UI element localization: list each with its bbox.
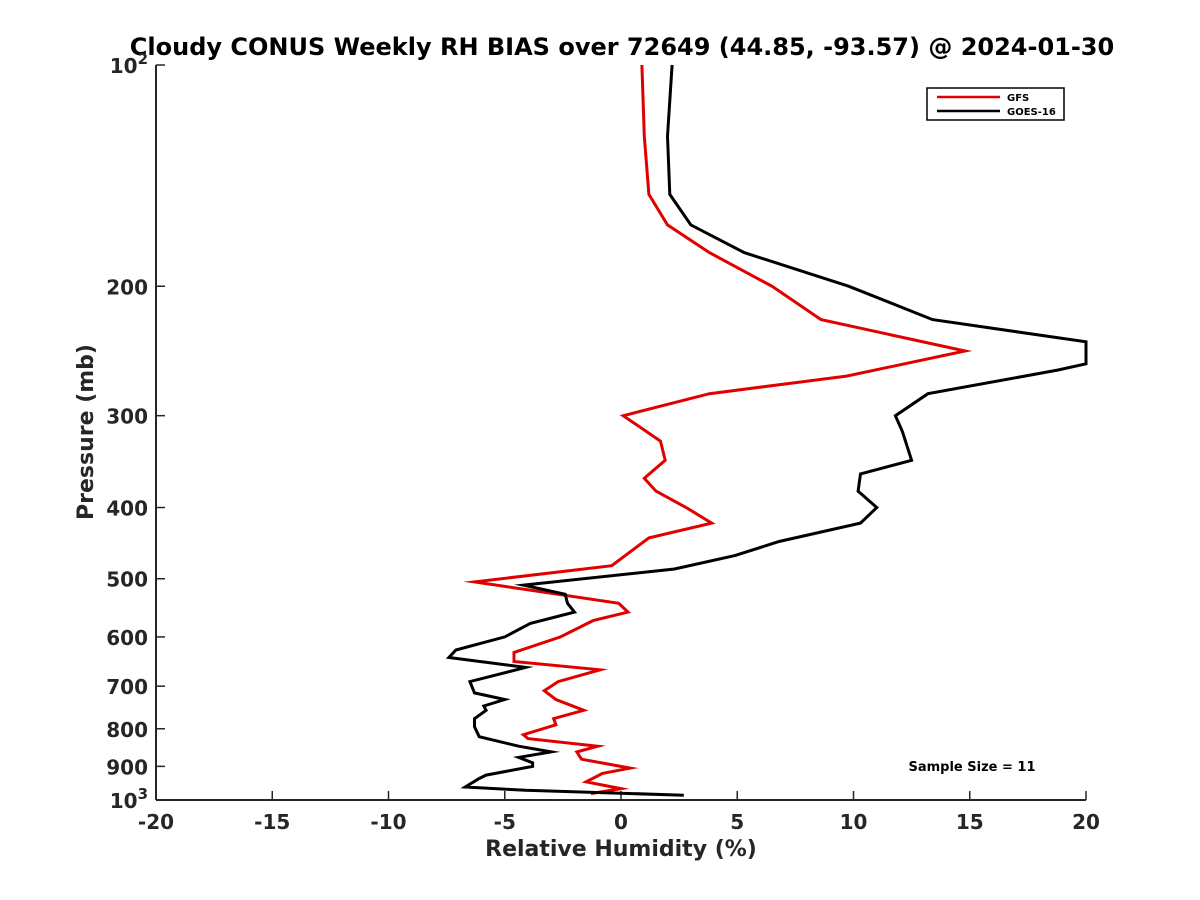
y-tick-label-exponent: 2: [138, 50, 148, 68]
series-line-goes-16: [445, 64, 1088, 797]
y-tick-label-base: 900: [106, 755, 148, 779]
chart-title: Cloudy CONUS Weekly RH BIAS over 72649 (…: [130, 33, 1114, 61]
y-tick-label-base: 200: [106, 275, 148, 299]
series-lines: [445, 64, 1088, 797]
y-tick-label: 700: [106, 675, 148, 699]
x-tick-label: 15: [956, 810, 984, 834]
x-tick-label: -20: [138, 810, 174, 834]
y-tick-label-base: 10: [110, 789, 138, 813]
x-tick-label: -15: [254, 810, 290, 834]
x-tick-label: 10: [840, 810, 868, 834]
y-tick-label-base: 400: [106, 497, 148, 521]
x-tick-label: 0: [614, 810, 628, 834]
y-tick-label: 800: [106, 718, 148, 742]
x-tick-label: -10: [370, 810, 406, 834]
y-tick-label: 900: [106, 755, 148, 779]
y-axis-label: Pressure (mb): [74, 344, 99, 520]
y-tick-label: 500: [106, 568, 148, 592]
x-axis-ticks: -20 -15 -10 -5 0 5 10 15 20: [138, 791, 1100, 834]
y-tick-label: 103: [110, 785, 148, 813]
y-tick-label: 400: [106, 497, 148, 521]
x-axis-label: Relative Humidity (%): [485, 837, 757, 862]
legend-label: GOES-16: [1007, 107, 1056, 118]
plot-area: [155, 65, 1086, 801]
legend-label: GFS: [1007, 93, 1029, 104]
y-tick-label-exponent: 3: [138, 785, 148, 803]
y-tick-label-base: 500: [106, 568, 148, 592]
x-tick-label: -5: [494, 810, 516, 834]
sample-size-annotation: Sample Size = 11: [908, 760, 1035, 775]
legend: GFS GOES-16: [926, 87, 1065, 121]
y-tick-label: 300: [106, 405, 148, 429]
x-tick-label: 20: [1072, 810, 1100, 834]
legend-box: [926, 87, 1065, 121]
y-tick-label: 102: [110, 50, 148, 78]
y-tick-label-base: 800: [106, 718, 148, 742]
y-tick-label: 600: [106, 626, 148, 650]
y-tick-label: 200: [106, 275, 148, 299]
x-tick-label: 5: [730, 810, 744, 834]
y-tick-label-base: 300: [106, 405, 148, 429]
y-tick-label-base: 600: [106, 626, 148, 650]
y-tick-label-base: 700: [106, 675, 148, 699]
plot-background: [156, 65, 1086, 800]
y-tick-label-base: 10: [110, 54, 138, 78]
series-line-gfs: [463, 64, 973, 796]
